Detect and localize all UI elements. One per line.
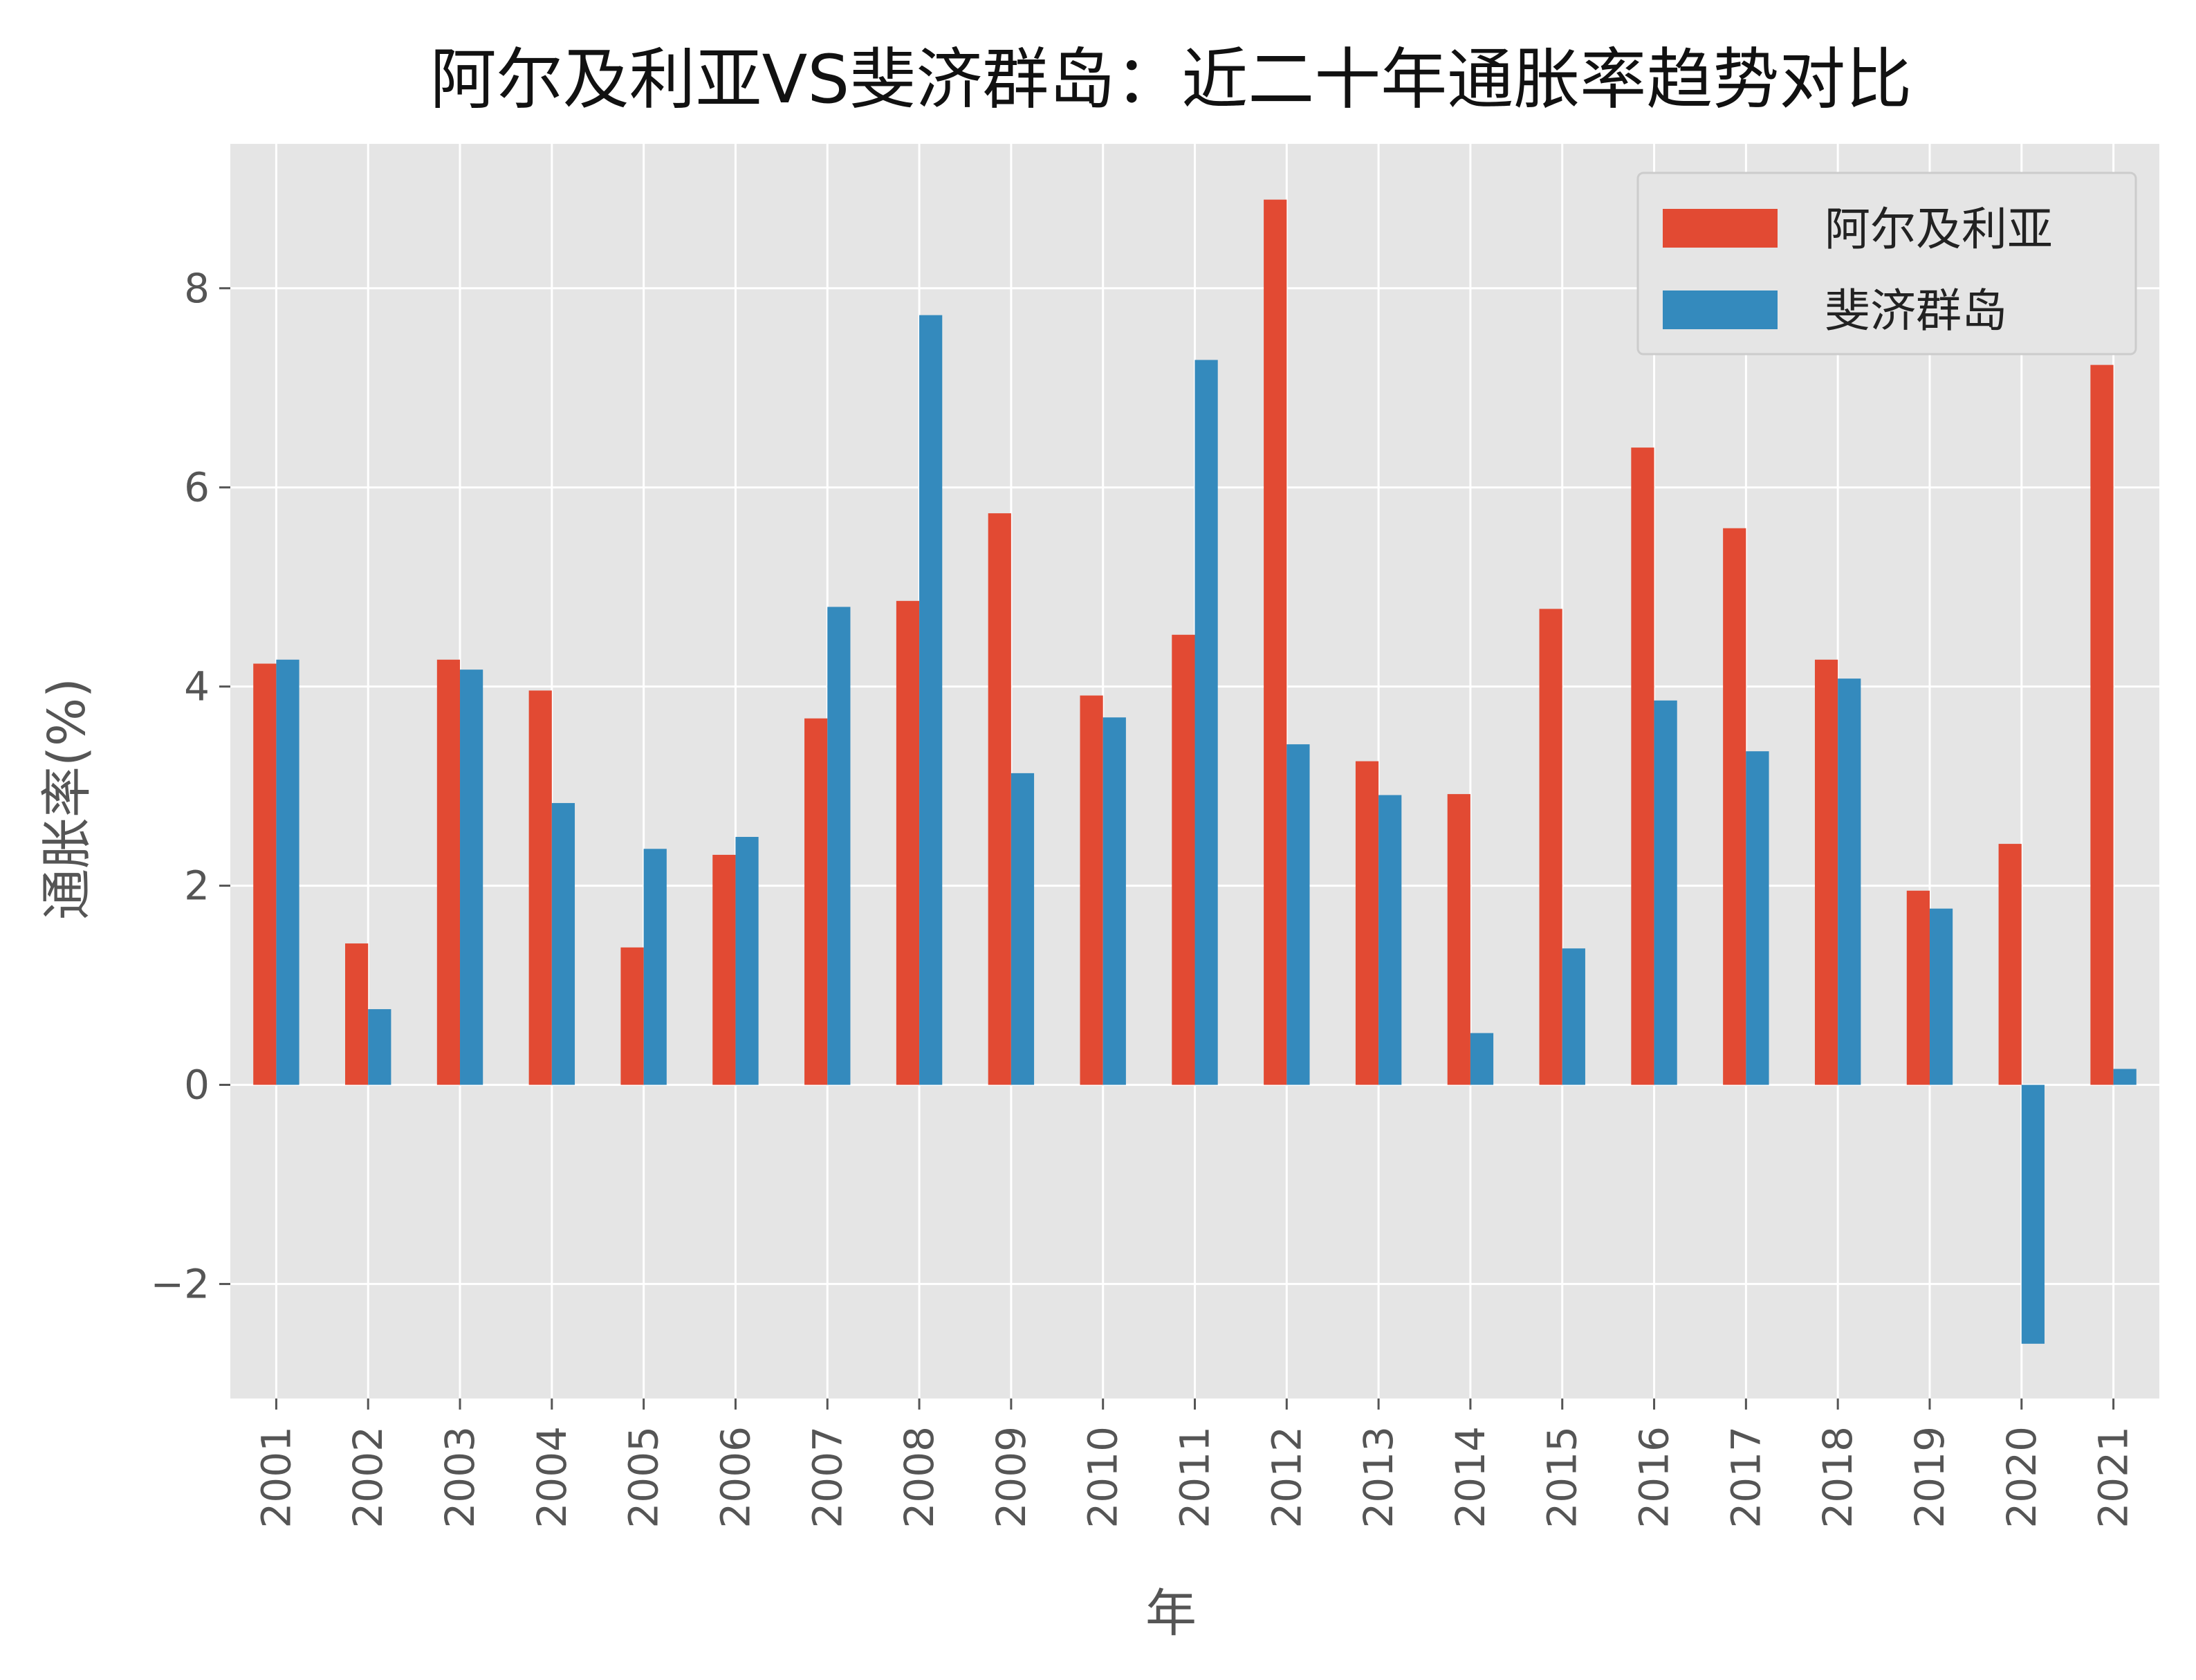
bar <box>1838 679 1861 1085</box>
x-tick-label: 2006 <box>712 1426 759 1529</box>
x-tick-label: 2010 <box>1080 1426 1127 1529</box>
x-tick-label: 2003 <box>436 1426 483 1529</box>
bar <box>1814 659 1838 1085</box>
bar <box>1378 795 1402 1085</box>
bar <box>919 315 943 1085</box>
bar <box>988 513 1011 1085</box>
bar <box>1194 360 1218 1085</box>
bar <box>735 837 759 1085</box>
x-tick-label: 2016 <box>1631 1426 1678 1529</box>
x-axis-label: 年 <box>1145 1584 1197 1643</box>
bar <box>1906 890 1930 1085</box>
bar <box>460 670 483 1085</box>
series-0 <box>253 199 2114 1085</box>
x-tick-label: 2018 <box>1814 1426 1861 1529</box>
axes: −2 0 2 4 6 8 2001 2002 2003 2004 2005 2006 2007 2008 2… <box>151 265 2137 1529</box>
bar <box>620 947 644 1085</box>
bar <box>1631 447 1654 1085</box>
bar <box>2021 1084 2045 1344</box>
x-tick-label: 2004 <box>528 1426 575 1529</box>
legend-label: 斐济群岛 <box>1825 284 2007 338</box>
bar <box>1746 751 1769 1085</box>
bar <box>1539 609 1562 1085</box>
bar <box>1080 695 1103 1085</box>
bar <box>1998 844 2022 1085</box>
bar <box>1562 948 1585 1085</box>
legend-swatch <box>1663 290 1778 329</box>
y-tick-label: −2 <box>151 1260 210 1307</box>
x-tick-label: 2012 <box>1263 1426 1310 1529</box>
bar <box>1102 717 1126 1085</box>
x-tick-label: 2005 <box>620 1426 667 1529</box>
x-tick-label: 2011 <box>1172 1426 1219 1529</box>
x-tick-label: 2014 <box>1447 1426 1494 1529</box>
bar <box>1929 908 1953 1085</box>
bar <box>2113 1069 2137 1085</box>
bar <box>345 943 369 1085</box>
bar <box>896 600 920 1085</box>
bar <box>1286 744 1310 1085</box>
legend-label: 阿尔及利亚 <box>1825 203 2053 256</box>
bar <box>804 718 828 1085</box>
x-tick-label: 2019 <box>1906 1426 1953 1529</box>
y-tick-label: 4 <box>184 663 210 710</box>
bar <box>827 607 851 1085</box>
bar <box>1654 700 1677 1085</box>
x-tick-label: 2015 <box>1539 1426 1586 1529</box>
bar <box>1355 761 1379 1085</box>
legend-swatch <box>1663 209 1778 248</box>
x-tick-label: 2009 <box>988 1426 1035 1529</box>
x-tick-label: 2001 <box>252 1426 299 1529</box>
bars <box>253 199 2137 1344</box>
x-tick-label: 2008 <box>896 1426 943 1529</box>
bar <box>1172 634 1195 1085</box>
bar <box>1723 528 1746 1085</box>
x-tick-label: 2002 <box>344 1426 391 1529</box>
bar <box>1264 199 1287 1085</box>
x-tick-label: 2017 <box>1722 1426 1769 1529</box>
x-tick-label: 2013 <box>1355 1426 1402 1529</box>
bar <box>1470 1033 1494 1085</box>
y-tick-label: 2 <box>184 862 210 910</box>
bar <box>276 659 299 1085</box>
bar <box>2090 364 2114 1085</box>
y-axis-label: 通胀率(%) <box>37 678 97 920</box>
bar <box>528 690 552 1085</box>
bar <box>643 849 667 1085</box>
bar <box>1011 773 1035 1085</box>
bar <box>253 663 277 1085</box>
y-tick-label: 8 <box>184 265 210 312</box>
x-tick-label: 2007 <box>804 1426 851 1529</box>
y-tick-label: 0 <box>184 1062 210 1109</box>
bar <box>368 1009 391 1085</box>
x-tick-label: 2021 <box>2090 1426 2137 1529</box>
bar <box>551 803 575 1085</box>
bar <box>436 659 461 1085</box>
y-tick-label: 6 <box>184 464 210 511</box>
bar <box>1447 794 1470 1085</box>
x-tick-label: 2020 <box>1998 1426 2045 1529</box>
bar <box>712 854 736 1085</box>
series-1 <box>276 315 2137 1344</box>
chart-title: 阿尔及利亚VS斐济群岛：近二十年通胀率趋势对比 <box>430 41 1912 118</box>
